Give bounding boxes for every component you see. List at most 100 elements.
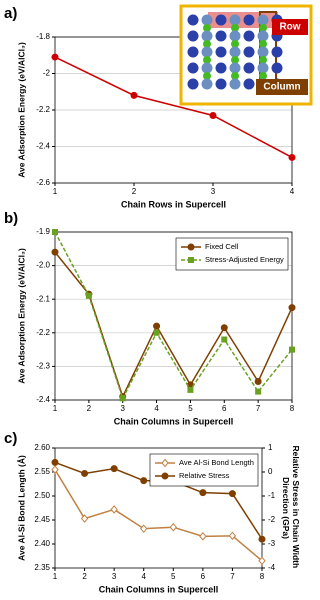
series-line xyxy=(54,56,293,159)
y2-tick-label: -1 xyxy=(268,491,276,500)
y-tick-label: -2 xyxy=(43,69,51,78)
y-tick-label: 2.40 xyxy=(34,539,50,548)
y-tick-label: -1.9 xyxy=(36,227,50,236)
atom xyxy=(243,14,255,26)
point xyxy=(220,324,228,332)
y2-tick-label: 0 xyxy=(268,467,273,476)
point xyxy=(209,111,217,119)
y-tick-label: 2.45 xyxy=(34,515,50,524)
atom xyxy=(187,78,199,90)
atom xyxy=(201,30,213,42)
point xyxy=(119,395,126,402)
atom xyxy=(257,46,269,58)
y-tick-label: 2.35 xyxy=(34,563,50,572)
atom xyxy=(187,14,199,26)
x-tick-label: 2 xyxy=(87,404,92,413)
atom xyxy=(201,14,213,26)
atom xyxy=(259,72,267,80)
row-tag xyxy=(272,19,308,35)
y-tick-label: -2.0 xyxy=(36,261,50,270)
legend-box xyxy=(149,453,259,487)
x-axis-title: Chain Columns in Supercell xyxy=(114,416,234,426)
x-axis-title: Chain Rows in Supercell xyxy=(121,199,226,209)
point xyxy=(228,490,236,498)
point xyxy=(110,465,118,473)
point xyxy=(258,535,266,543)
point xyxy=(288,304,296,312)
atom xyxy=(187,62,199,74)
point xyxy=(199,532,207,541)
legend-label: Stress-Adjusted Energy xyxy=(205,255,284,264)
atom xyxy=(229,78,241,90)
plot-frame xyxy=(54,231,293,401)
y-tick-label: -2.3 xyxy=(36,362,50,371)
series-line xyxy=(54,251,293,399)
atom xyxy=(271,46,283,58)
atom xyxy=(271,62,283,74)
atom xyxy=(231,72,239,80)
x-tick-label: 3 xyxy=(211,187,216,196)
atom xyxy=(201,62,213,74)
atom xyxy=(229,14,241,26)
atom xyxy=(243,62,255,74)
atom xyxy=(243,78,255,90)
x-tick-label: 6 xyxy=(222,404,227,413)
y-tick-label: -2.4 xyxy=(36,395,50,404)
atom xyxy=(259,56,267,64)
legend-label: Ave Al-Si Bond Length xyxy=(179,458,254,467)
atom xyxy=(257,14,269,26)
atom xyxy=(259,40,267,48)
legend-label: Fixed Cell xyxy=(205,242,239,251)
point xyxy=(140,524,148,533)
column-tag xyxy=(256,79,308,95)
y-tick-label: -2.6 xyxy=(36,178,50,187)
y-axis-title: Ave Adsorption Energy (eV/AlCl₃) xyxy=(16,42,26,178)
atom xyxy=(201,78,213,90)
point xyxy=(153,322,161,330)
point xyxy=(169,522,177,532)
point xyxy=(221,336,228,343)
x-tick-label: 8 xyxy=(260,572,265,581)
atom xyxy=(203,24,211,32)
atom xyxy=(215,30,227,42)
atom xyxy=(257,30,269,42)
point xyxy=(254,378,262,386)
legend-marker xyxy=(188,257,194,263)
y-tick-label: -2.2 xyxy=(36,328,50,337)
y-tick-label: 2.55 xyxy=(34,467,50,476)
x-tick-label: 5 xyxy=(171,572,176,581)
point xyxy=(51,248,59,256)
panel-label: c) xyxy=(4,430,17,447)
legend-marker xyxy=(161,472,169,480)
atom xyxy=(215,62,227,74)
y2-tick-label: -3 xyxy=(268,539,276,548)
atom xyxy=(229,62,241,74)
y2-tick-label: 1 xyxy=(268,443,273,452)
atom xyxy=(203,56,211,64)
point xyxy=(51,458,59,466)
point xyxy=(51,53,59,61)
atom xyxy=(243,46,255,58)
point xyxy=(80,514,89,523)
point xyxy=(140,477,148,485)
point xyxy=(51,465,59,474)
point xyxy=(258,556,266,566)
atom xyxy=(231,56,239,64)
x-tick-label: 2 xyxy=(132,187,137,196)
legend-label: Relative Stress xyxy=(179,471,230,480)
x-tick-label: 1 xyxy=(53,572,58,581)
atom xyxy=(215,78,227,90)
x-tick-label: 5 xyxy=(188,404,193,413)
point xyxy=(228,531,237,541)
point xyxy=(85,292,92,299)
atom xyxy=(203,72,211,80)
point xyxy=(288,153,296,161)
x-tick-label: 1 xyxy=(53,187,58,196)
point xyxy=(110,505,118,514)
x-tick-label: 4 xyxy=(141,572,146,581)
x-tick-label: 4 xyxy=(154,404,159,413)
atom xyxy=(203,40,211,48)
plot-frame xyxy=(54,36,293,184)
atom xyxy=(229,46,241,58)
